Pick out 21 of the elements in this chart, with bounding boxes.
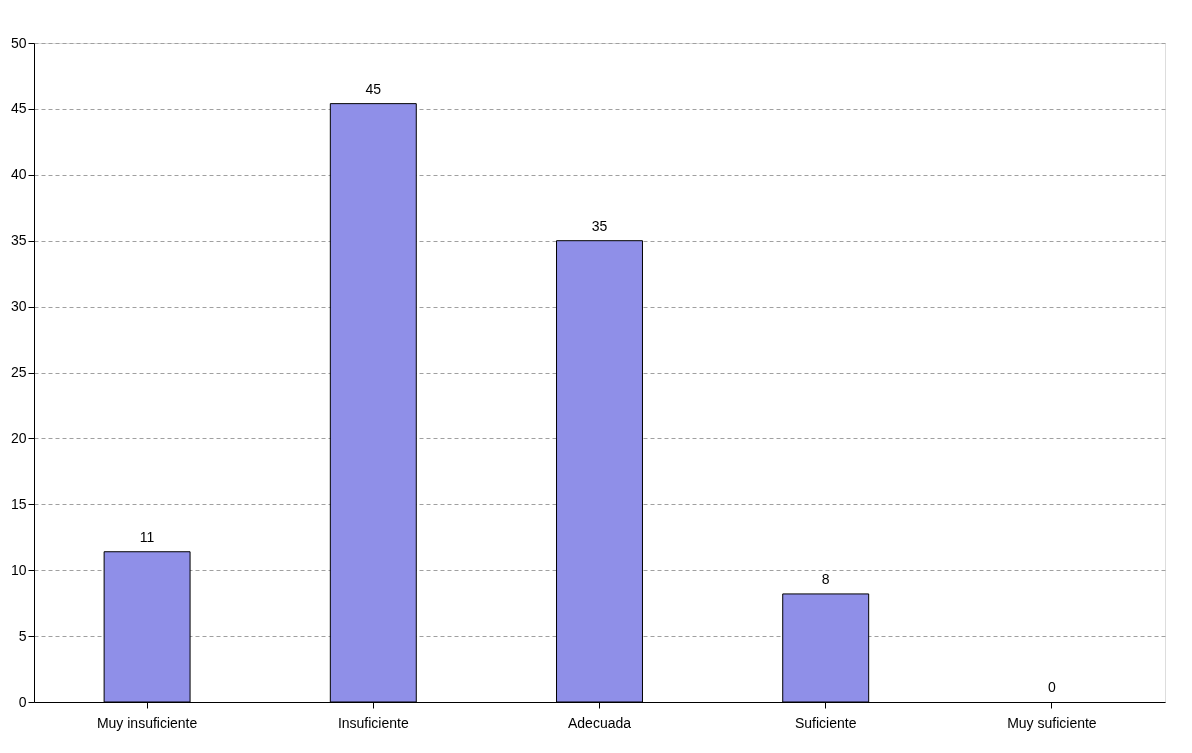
x-tick-label: Adecuada: [567, 714, 632, 731]
y-tick-label: 0: [18, 693, 27, 710]
data-label: 0: [1048, 679, 1056, 695]
y-tick-label: 45: [10, 100, 27, 117]
data-label: 35: [591, 217, 608, 234]
y-tick-label: 5: [18, 627, 27, 644]
y-tick-label: 40: [10, 166, 27, 183]
x-tick-label: Muy suficiente: [1007, 714, 1097, 731]
y-tick-label: 25: [10, 364, 27, 380]
x-tick-label: Insuficiente: [337, 714, 409, 731]
data-label: 8: [821, 570, 830, 587]
data-label: 11: [139, 528, 155, 545]
y-tick-label: 10: [10, 561, 27, 578]
x-tick-label: Suficiente: [794, 714, 857, 731]
data-label: 45: [365, 80, 382, 97]
y-tick-label: 35: [10, 232, 27, 249]
y-tick-label: 50: [10, 34, 27, 51]
y-tick-label: 15: [10, 495, 27, 512]
y-tick-label: 20: [10, 429, 27, 446]
y-tick-label: 30: [10, 298, 27, 315]
x-tick-label: Muy insuficiente: [96, 714, 198, 731]
